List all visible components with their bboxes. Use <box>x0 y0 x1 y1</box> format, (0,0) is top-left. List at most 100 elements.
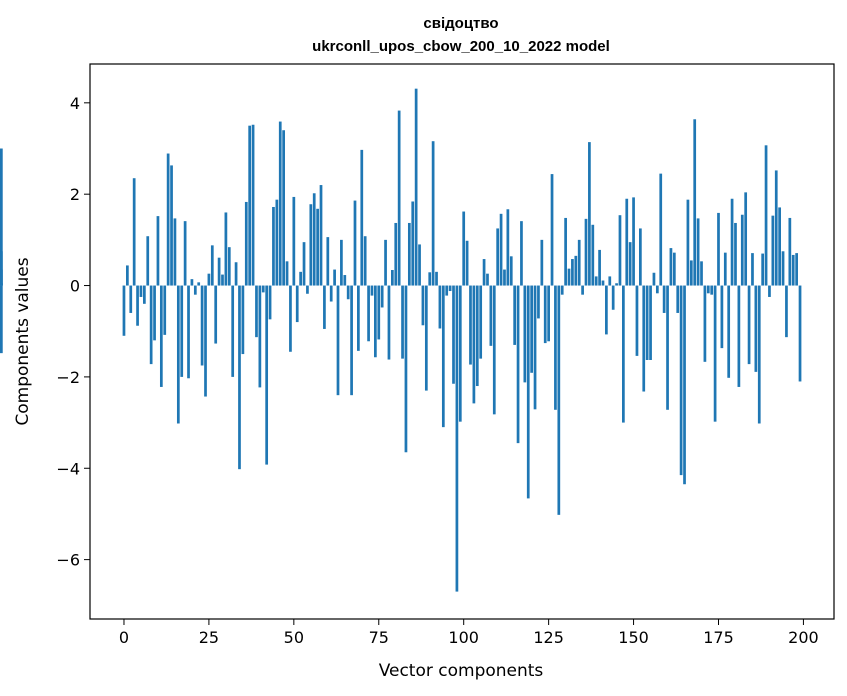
bar-36 <box>244 201 248 286</box>
bar-45 <box>275 199 279 286</box>
bar-62 <box>333 269 336 286</box>
bar-85 <box>411 201 415 286</box>
bar-5 <box>139 285 143 297</box>
bar-130 <box>564 217 567 286</box>
bar-52 <box>299 271 302 286</box>
bar-101 <box>465 240 469 286</box>
bar-77 <box>384 239 387 286</box>
y-tick-label: 4 <box>70 94 80 113</box>
bar-81 <box>397 110 401 286</box>
chart-title-line-1: свідоцтво <box>423 15 498 32</box>
bar-142 <box>605 285 608 335</box>
bar-40 <box>258 285 262 388</box>
bars-group <box>0 88 802 592</box>
bar-198 <box>795 253 798 286</box>
bar-169 <box>696 218 700 286</box>
bar-147 <box>622 285 625 423</box>
bar-32 <box>231 285 235 377</box>
bar-119 <box>526 285 530 499</box>
bar-199 <box>798 285 802 382</box>
bar-139 <box>594 276 598 286</box>
bar-54 <box>306 285 309 294</box>
bar-47 <box>282 130 285 286</box>
x-tick-label: 0 <box>119 628 129 647</box>
bar-104 <box>475 285 479 387</box>
bar-164 <box>679 285 683 476</box>
bar-189 <box>764 145 768 286</box>
bar-158 <box>659 173 663 286</box>
bar-20 <box>190 279 194 286</box>
bar-41 <box>261 285 265 293</box>
bar-34 <box>238 285 241 470</box>
x-tick-label: 100 <box>448 628 479 647</box>
y-tick-label: −6 <box>56 551 80 570</box>
bar-197 <box>791 254 795 286</box>
bar-53 <box>302 242 306 286</box>
bar-157 <box>655 285 659 294</box>
bar-4 <box>136 285 139 326</box>
bar-37 <box>248 125 252 286</box>
bar-33 <box>234 262 238 286</box>
bar-192 <box>774 170 778 286</box>
bar-175 <box>717 212 720 286</box>
bar-173 <box>710 285 714 295</box>
bar-42 <box>265 285 269 465</box>
bar-156 <box>652 272 656 286</box>
bar-55 <box>309 204 313 286</box>
bar-102 <box>469 285 472 365</box>
bar-6 <box>143 285 146 304</box>
bar-65 <box>343 275 347 286</box>
bar-97 <box>452 285 455 384</box>
bar-28 <box>217 257 221 286</box>
bar-27 <box>214 285 218 344</box>
bar-16 <box>176 285 180 424</box>
bar-43 <box>268 285 272 320</box>
bar-88 <box>421 285 425 326</box>
bar-71 <box>363 236 367 286</box>
bar-108 <box>489 285 493 346</box>
bar-50 <box>292 196 296 286</box>
bar-83 <box>404 285 408 453</box>
bar-99 <box>458 285 462 422</box>
bar-93 <box>438 285 442 329</box>
bar-84 <box>407 222 411 286</box>
bar-116 <box>516 285 520 444</box>
bar-98 <box>455 285 459 592</box>
bar-121 <box>533 285 537 410</box>
chart-title-line-2: ukrconll_upos_cbow_200_10_2022 model <box>312 38 610 55</box>
bar-9 <box>153 285 156 341</box>
x-axis-ticks: 0 25 50 75 100 125 150 175 200 <box>119 619 819 647</box>
bar-178 <box>727 285 731 378</box>
bar-44 <box>272 206 275 286</box>
bar-162 <box>672 252 676 286</box>
x-tick-label: 125 <box>533 628 564 647</box>
bar-113 <box>506 209 510 286</box>
bar-86 <box>414 88 418 286</box>
bar-60 <box>326 237 330 286</box>
bar-143 <box>608 276 612 286</box>
bar-46 <box>278 121 282 286</box>
bar-109 <box>492 285 496 415</box>
bar-58 <box>319 185 323 286</box>
bar-79 <box>391 270 394 286</box>
bar-63 <box>336 285 340 396</box>
bar-70 <box>360 149 364 286</box>
bar-120 <box>530 285 533 373</box>
bar-196 <box>788 217 792 286</box>
bar-72 <box>367 285 370 342</box>
bar-134 <box>577 239 581 286</box>
bar-174 <box>713 285 717 422</box>
bar-183 <box>744 192 748 286</box>
y-tick-label: 0 <box>70 277 80 296</box>
bar-3 <box>132 178 136 286</box>
bar-111 <box>499 213 503 286</box>
bar-195 <box>785 285 788 338</box>
bar-166 <box>686 199 690 286</box>
bar-78 <box>387 285 391 360</box>
y-tick-label: −4 <box>56 459 80 478</box>
bar-137 <box>588 142 591 286</box>
bar-131 <box>567 268 571 286</box>
bar-182 <box>740 214 744 286</box>
bar-165 <box>683 285 686 485</box>
